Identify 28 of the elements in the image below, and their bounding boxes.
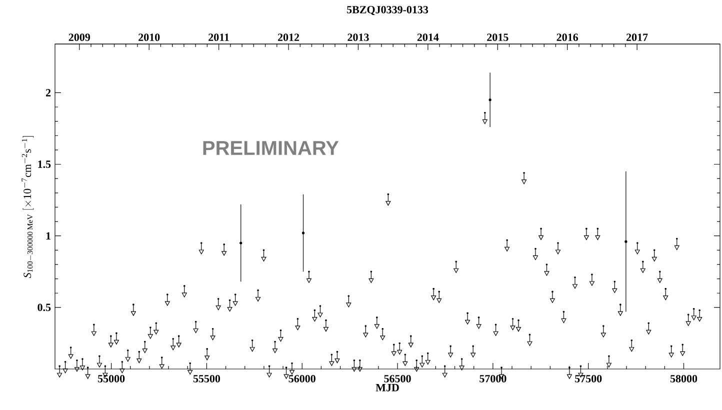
annotation: PRELIMINARY [203,141,339,155]
x2-tick-label: 2016 [556,34,578,42]
x2-tick-label: 2013 [348,34,369,42]
chart-title: 5BZQJ0339-0133 [346,6,428,16]
x-tick-label: 57500 [575,374,602,382]
point [240,242,242,244]
x-tick-label: 56000 [288,374,316,382]
y-tick-label: 0.5 [38,304,51,312]
y-tick-label: 1.5 [38,160,51,168]
x-tick-label: 58000 [670,374,698,382]
x2-tick-label: 2009 [68,34,90,42]
point [302,232,305,234]
point [624,240,628,243]
x-tick-label: 55500 [193,374,220,382]
x2-tick-label: 2015 [487,34,508,42]
x-tick-label: 55000 [98,374,125,382]
point [488,98,492,102]
y-axis-title: $\mathit{S}_{\mathrm{100}-\mathrm{300000\,MeV}}\ [\times\mathrm{10}^{-\mathrm{7}}\mathrm{cm}^{-\mathrm{2}}\mathrm{s}^{-\mathrm{1}}]$ [22,136,34,278]
x-tick-label: 57000 [480,374,506,382]
x2-tick-label: 2011 [208,34,229,42]
x2-tick-label: 2010 [138,34,160,42]
y-tick-label: 2 [46,89,51,96]
x2-tick-label: 2014 [417,34,439,42]
x2-tick-label: 2017 [626,34,648,42]
x2-tick-label: 2012 [278,34,300,42]
y-tick-label: 1 [46,232,50,240]
x-axis-title: MJD [376,384,399,392]
x-tick-label: 56500 [384,374,411,382]
